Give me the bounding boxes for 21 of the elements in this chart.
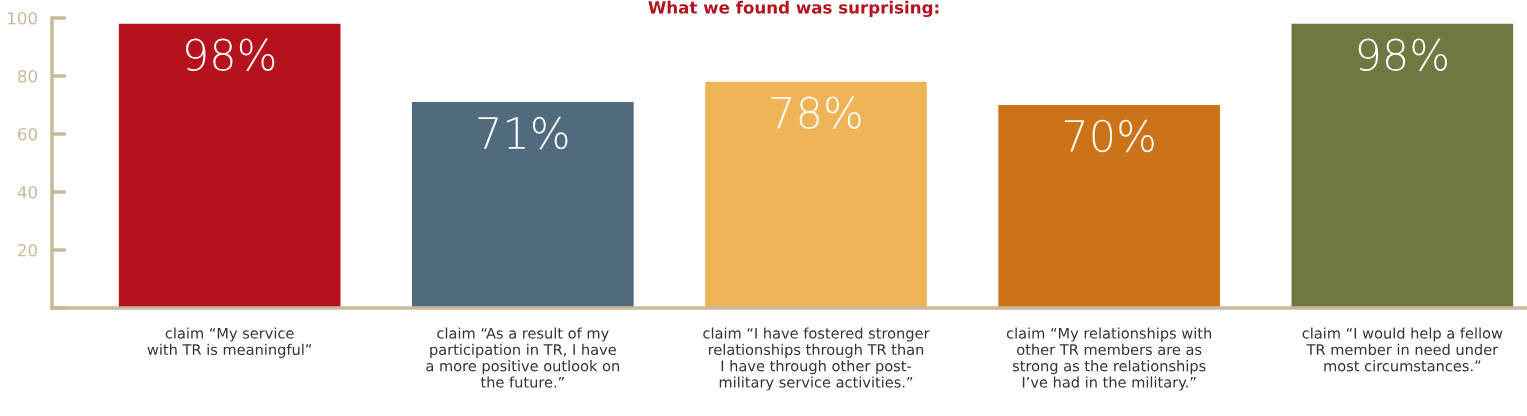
y-tick-label: 40 bbox=[17, 185, 37, 199]
chart-title: What we found was surprising: bbox=[648, 0, 939, 18]
x-tick-label: claim “I would help a fellow TR member in need under most circumstances.” bbox=[1302, 327, 1503, 372]
y-tick-label: 20 bbox=[18, 243, 37, 257]
x-tick-label: claim “My service with TR is meaningful” bbox=[147, 327, 312, 358]
bar bbox=[412, 102, 634, 308]
x-tick-label: claim “I have fostered stronger relationships through TR than I have through other post- military service activities.” bbox=[703, 327, 930, 391]
data-label: 98% bbox=[186, 38, 275, 72]
bar bbox=[118, 23, 341, 308]
y-tick-label: 80 bbox=[18, 69, 37, 83]
data-label: 98% bbox=[1358, 38, 1447, 72]
x-tick-label: claim “My relationships with other TR members are as strong as the relationships I’ve had in the military.” bbox=[1006, 327, 1212, 391]
bar bbox=[998, 105, 1220, 308]
y-tick-label: 60 bbox=[18, 127, 37, 141]
data-label: 78% bbox=[771, 96, 861, 130]
bar bbox=[705, 81, 927, 308]
bar bbox=[1291, 23, 1514, 308]
data-label: 71% bbox=[478, 116, 568, 150]
y-tick-label: 100 bbox=[8, 11, 37, 25]
x-tick-label: claim “As a result of my participation in TR, I have a more positive outlook on the future.” bbox=[426, 327, 620, 388]
data-label: 70% bbox=[1064, 119, 1154, 153]
